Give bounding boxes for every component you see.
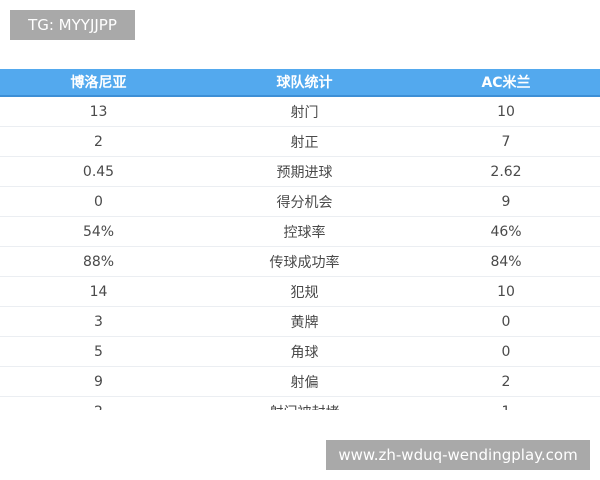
home-value: 0 (94, 193, 103, 210)
stat-name: 预期进球 (276, 164, 333, 181)
home-value: 88% (82, 253, 115, 270)
table-row: 9 射偏 2 (0, 367, 600, 397)
stat-name: 黄牌 (290, 314, 319, 331)
header-away-team: AC米兰 (481, 75, 531, 91)
table-row: 2 射正 7 (0, 127, 600, 157)
table-row: 14 犯规 10 (0, 277, 600, 307)
away-value: 0 (501, 343, 511, 360)
stats-table: 博洛尼亚 球队统计 AC米兰 13 射门 10 2 射正 7 0.45 预期进球 2.62 0 得分… (0, 69, 600, 410)
away-value: 0 (501, 313, 511, 330)
table-row: 88% 传球成功率 84% (0, 247, 600, 277)
home-value: 2 (94, 133, 103, 150)
home-value: 5 (94, 343, 103, 360)
stat-name: 射门 (290, 104, 319, 121)
home-value: 2 (0, 404, 197, 411)
stat-name: 射偏 (290, 374, 319, 391)
watermark-bottom: www.zh-wduq-wendingplay.com (326, 440, 590, 470)
away-value: 10 (497, 283, 515, 300)
stat-name: 犯规 (290, 284, 319, 301)
away-value: 9 (501, 193, 511, 210)
table-row: 0 得分机会 9 (0, 187, 600, 217)
table-row: 5 角球 0 (0, 337, 600, 367)
header-home-team: 博洛尼亚 (70, 75, 127, 91)
table-header: 博洛尼亚 球队统计 AC米兰 (0, 69, 600, 97)
home-value: 54% (82, 223, 115, 240)
table-row: 0.45 预期进球 2.62 (0, 157, 600, 187)
home-value: 0.45 (82, 163, 115, 180)
home-value: 9 (94, 373, 103, 390)
away-value: 10 (497, 103, 515, 120)
table-row: 3 黄牌 0 (0, 307, 600, 337)
table-row: 13 射门 10 (0, 97, 600, 127)
header-stat: 球队统计 (276, 75, 333, 91)
table-row: 2射门被封堵1 (0, 397, 600, 411)
away-value: 7 (501, 133, 511, 150)
stat-name: 角球 (290, 344, 319, 361)
away-value: 84% (490, 253, 522, 270)
home-value: 3 (94, 313, 103, 330)
home-value: 13 (89, 103, 108, 120)
away-value: 2 (501, 373, 511, 390)
stat-name: 控球率 (283, 224, 326, 241)
stat-name: 得分机会 (276, 194, 333, 211)
stat-name: 射门被封堵 (197, 402, 412, 411)
away-value: 2.62 (490, 163, 522, 180)
away-value: 1 (412, 404, 600, 411)
home-value: 14 (89, 283, 108, 300)
watermark-top: TG: MYYJJPP (10, 10, 135, 40)
table-row: 54% 控球率 46% (0, 217, 600, 247)
away-value: 46% (490, 223, 522, 240)
stat-name: 射正 (290, 134, 319, 151)
stat-name: 传球成功率 (269, 254, 340, 271)
